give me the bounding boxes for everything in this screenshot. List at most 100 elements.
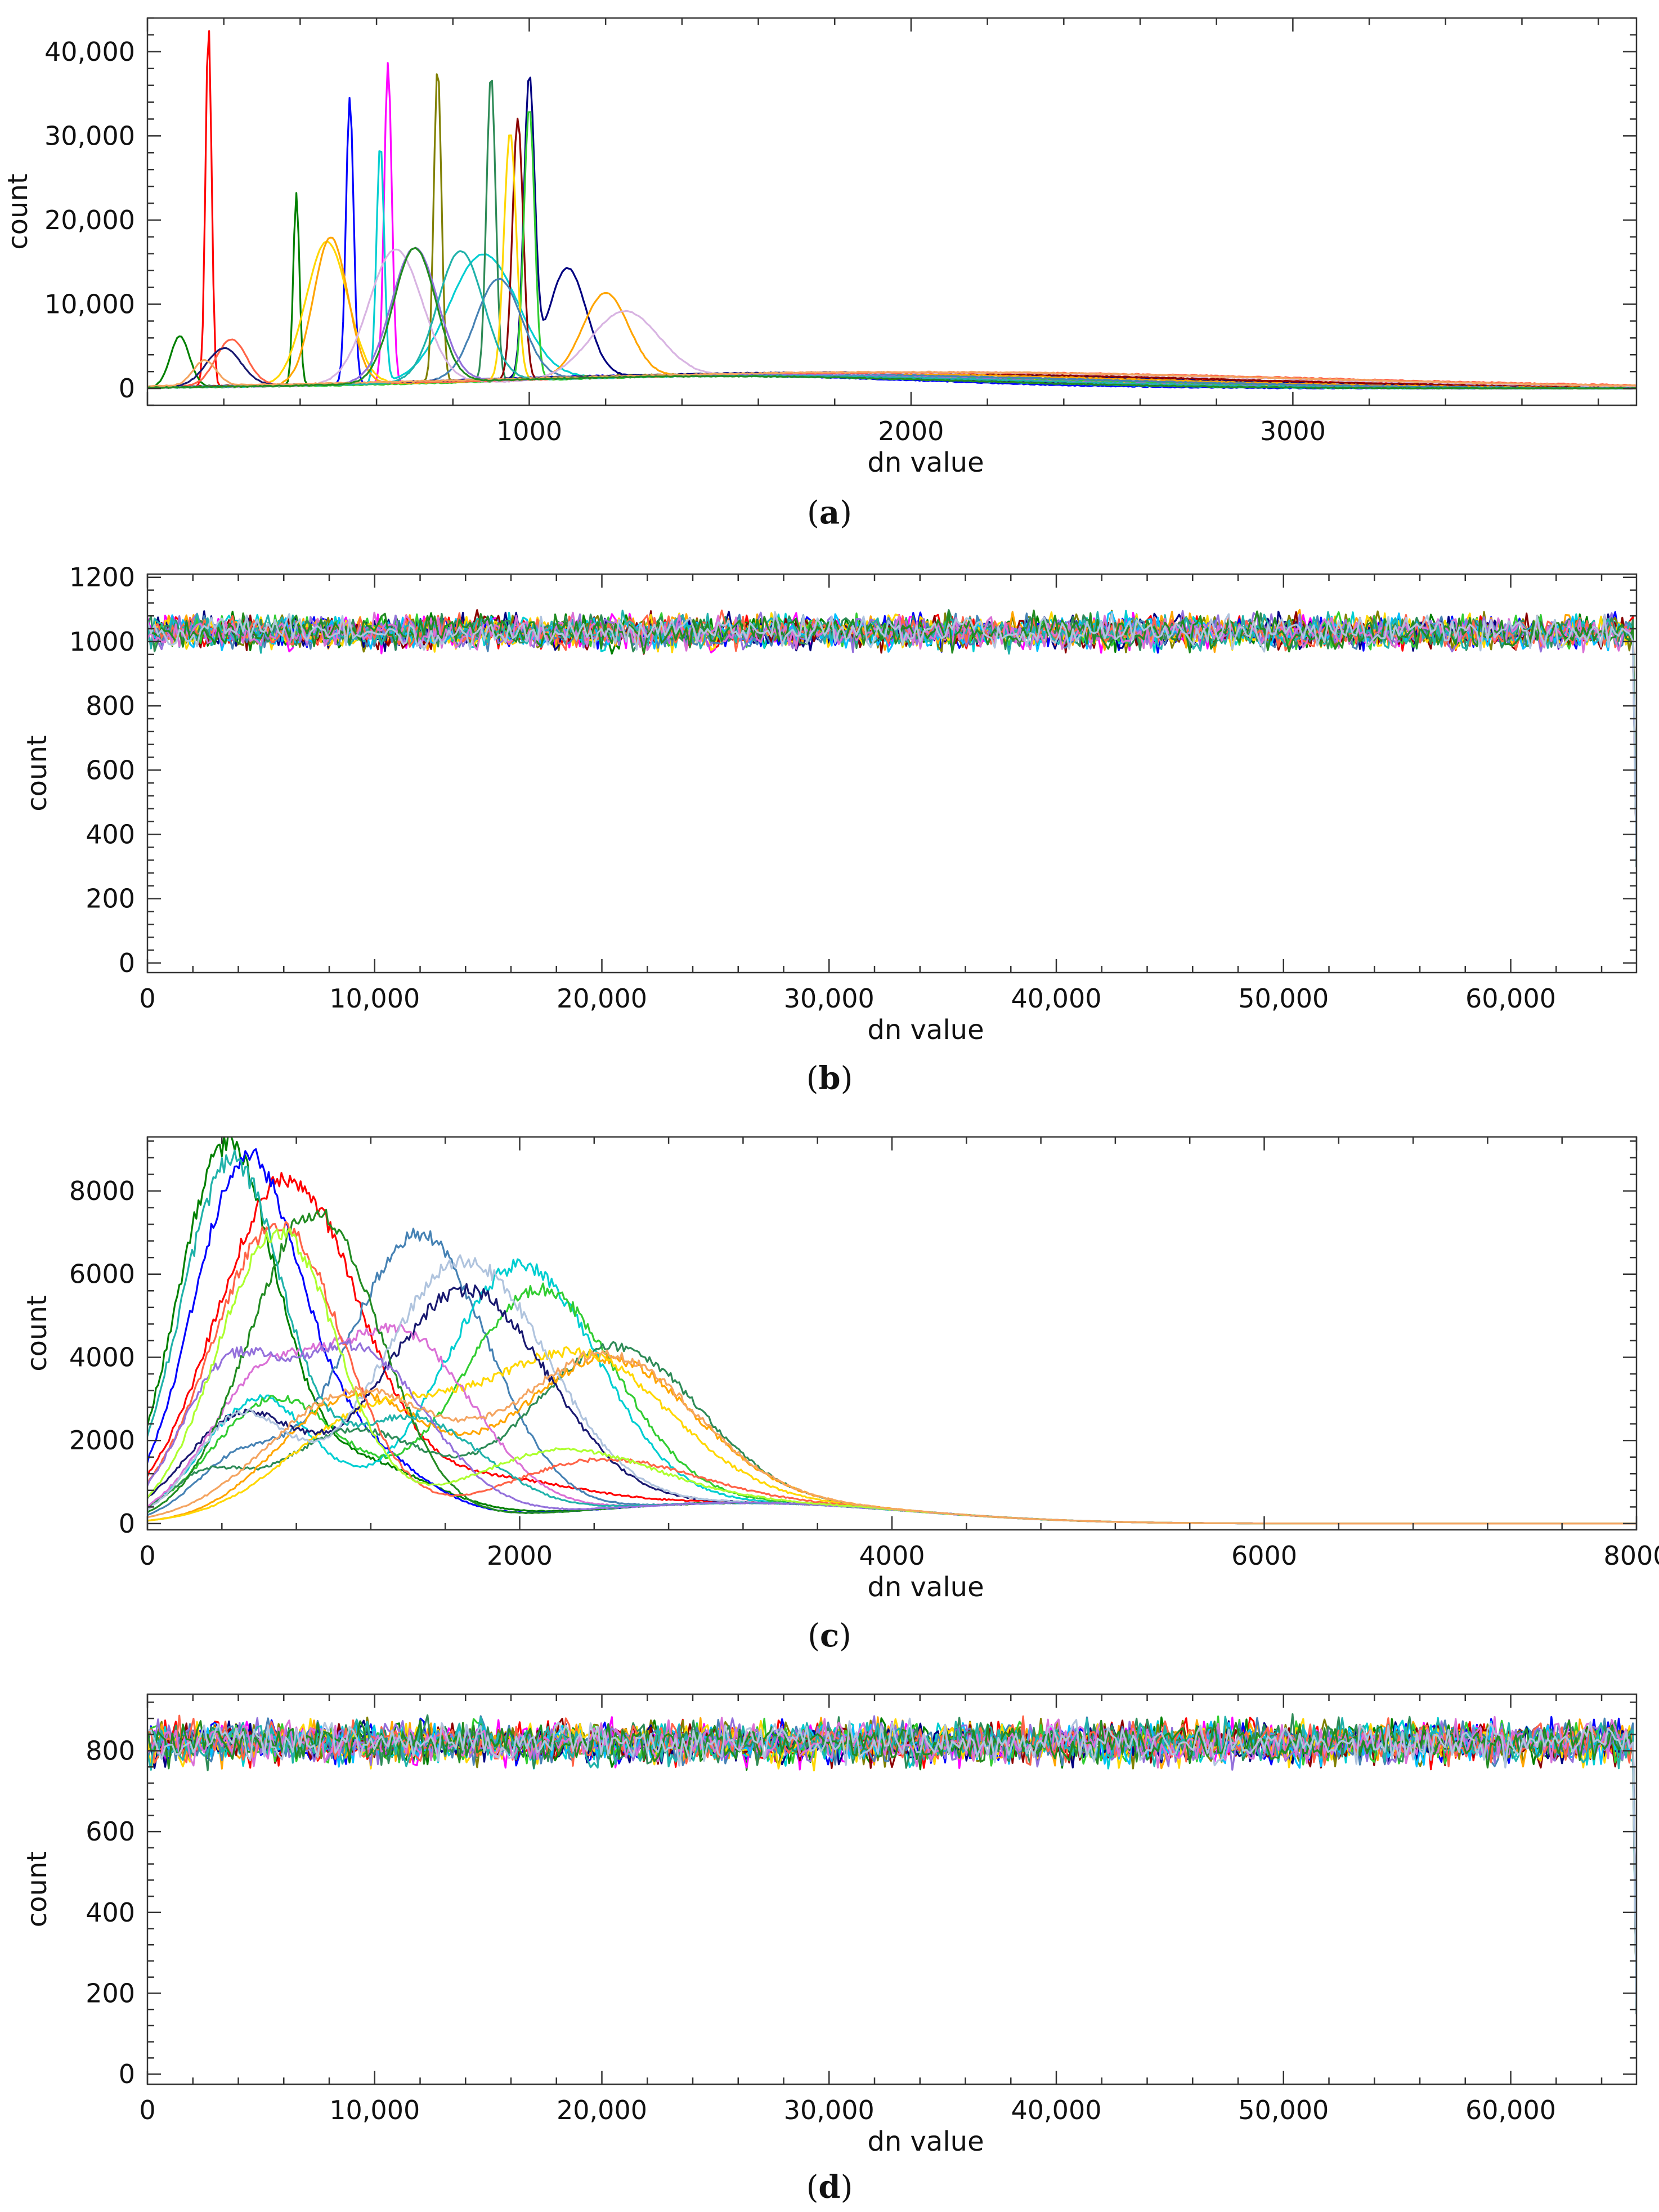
y-tick-label: 20,000 — [44, 205, 135, 235]
series-line-19 — [147, 610, 1636, 868]
series-line-band-10 — [147, 1283, 1636, 1525]
y-tick-label: 40,000 — [44, 37, 135, 67]
series-line-1 — [147, 614, 1636, 868]
series-group — [147, 1713, 1636, 2014]
y-tick-label: 200 — [86, 1978, 135, 2008]
x-tick-label: 6000 — [1231, 1541, 1297, 1571]
y-tick-label: 800 — [86, 1736, 135, 1766]
series-group — [147, 30, 1636, 389]
y-tick-label: 8000 — [69, 1176, 135, 1206]
series-line-band-17 — [147, 1227, 1636, 1525]
series-line-17 — [147, 610, 1636, 868]
series-line-band-2 — [147, 192, 1636, 389]
x-tick-label: 0 — [139, 1541, 155, 1571]
panel-a: 1000 2000 3000 0 10,000 20,000 30,000 40,000 dn … — [2, 17, 1638, 531]
series-line-band-20 — [147, 247, 1636, 389]
y-tick-label: 2000 — [69, 1425, 135, 1456]
series-line-band-18 — [147, 1349, 1636, 1525]
x-tick-label: 40,000 — [1011, 983, 1102, 1014]
x-tick-label: 8000 — [1603, 1541, 1659, 1571]
series-line-band-11 — [147, 134, 1636, 389]
plot-frame — [146, 1693, 1638, 2085]
plot-frame — [146, 573, 1638, 974]
plot-area: 1000 2000 3000 0 10,000 20,000 30,000 40,000 dn … — [2, 17, 1638, 478]
plot-area: 0 10,000 20,000 30,000 40,000 50,000 60,000 0 20… — [21, 1693, 1638, 2157]
x-tick-label: 10,000 — [329, 2095, 420, 2125]
x-tick-label: 60,000 — [1465, 983, 1556, 1014]
x-tick-label: 10,000 — [329, 983, 420, 1014]
plot-area: 0 10,000 20,000 30,000 40,000 50,000 60,000 0 20… — [21, 562, 1638, 1046]
x-tick-label: 3000 — [1260, 416, 1326, 446]
panel-d: 0 10,000 20,000 30,000 40,000 50,000 60,000 0 20… — [21, 1693, 1638, 2206]
y-tick-label: 1200 — [69, 562, 135, 593]
series-group — [147, 608, 1636, 868]
y-tick-label: 0 — [119, 373, 135, 404]
y-tick-label: 4000 — [69, 1342, 135, 1372]
x-tick-label: 20,000 — [557, 983, 647, 1014]
y-axis-title: count — [21, 735, 53, 811]
series-line-band-5 — [147, 150, 1636, 389]
x-tick-label: 0 — [139, 2095, 155, 2125]
plot-area: 0 2000 4000 6000 8000 0 2000 4000 6000 8000 dn val… — [21, 1136, 1659, 1603]
series-line-band-9 — [147, 1346, 1636, 1525]
series-line-band-11 — [147, 1323, 1636, 1525]
y-tick-label: 1000 — [69, 626, 135, 657]
panel-caption: (d) — [806, 2169, 853, 2206]
y-axis-title: count — [21, 1851, 53, 1927]
y-tick-label: 30,000 — [44, 120, 135, 151]
y-tick-label: 10,000 — [44, 289, 135, 320]
series-line-18 — [147, 611, 1636, 868]
x-tick-label: 30,000 — [784, 983, 875, 1014]
series-line-20 — [147, 1717, 1636, 2014]
x-tick-label: 30,000 — [784, 2095, 875, 2125]
panel-c: 0 2000 4000 6000 8000 0 2000 4000 6000 8000 dn val… — [21, 1136, 1659, 1654]
x-tick-label: 2000 — [487, 1541, 553, 1571]
x-tick-label: 60,000 — [1465, 2095, 1556, 2125]
series-line-20 — [147, 611, 1636, 868]
y-tick-label: 800 — [86, 691, 135, 721]
series-line-band-18 — [147, 250, 1636, 389]
panel-caption: (a) — [807, 494, 852, 531]
x-tick-label: 0 — [139, 983, 155, 1014]
series-line-band-1 — [147, 1172, 1636, 1525]
series-line-16 — [147, 1714, 1636, 2014]
x-axis-title: dn value — [867, 2126, 984, 2157]
series-line-band-9 — [147, 118, 1636, 388]
series-line-band-14 — [147, 1221, 1636, 1525]
y-tick-label: 0 — [119, 2059, 135, 2089]
series-line-band-4 — [147, 1228, 1636, 1525]
series-line-band-3 — [147, 97, 1636, 389]
series-line-band-8 — [147, 1353, 1636, 1525]
panel-caption: (c) — [808, 1617, 851, 1654]
y-tick-label: 0 — [119, 948, 135, 978]
x-axis-title: dn value — [867, 447, 984, 478]
series-line-band-12 — [147, 1208, 1636, 1525]
y-tick-label: 0 — [119, 1508, 135, 1539]
y-tick-label: 200 — [86, 884, 135, 914]
series-line-band-6 — [147, 1282, 1636, 1525]
series-line-band-8 — [147, 77, 1636, 389]
series-line-band-1 — [147, 30, 1636, 389]
x-tick-label: 4000 — [859, 1541, 925, 1571]
y-axis-title: count — [2, 173, 34, 249]
series-line-band-4 — [147, 62, 1636, 389]
y-axis-title: count — [21, 1295, 53, 1371]
series-line-band-7 — [147, 79, 1636, 389]
series-line-band-6 — [147, 73, 1636, 389]
series-line-14 — [147, 1715, 1636, 2014]
panel-b: 0 10,000 20,000 30,000 40,000 50,000 60,000 0 20… — [21, 562, 1638, 1097]
x-tick-label: 50,000 — [1238, 983, 1329, 1014]
x-tick-label: 1000 — [496, 416, 562, 446]
plot-frame — [146, 17, 1638, 406]
x-axis-title: dn value — [867, 1014, 984, 1046]
y-tick-label: 600 — [86, 755, 135, 785]
x-tick-label: 20,000 — [557, 2095, 647, 2125]
series-group — [147, 1137, 1636, 1525]
x-tick-label: 40,000 — [1011, 2095, 1102, 2125]
series-line-15 — [147, 1713, 1636, 2014]
series-line-band-19 — [147, 359, 1636, 388]
y-tick-label: 400 — [86, 1897, 135, 1928]
panel-caption: (b) — [806, 1060, 853, 1097]
y-tick-label: 400 — [86, 819, 135, 849]
